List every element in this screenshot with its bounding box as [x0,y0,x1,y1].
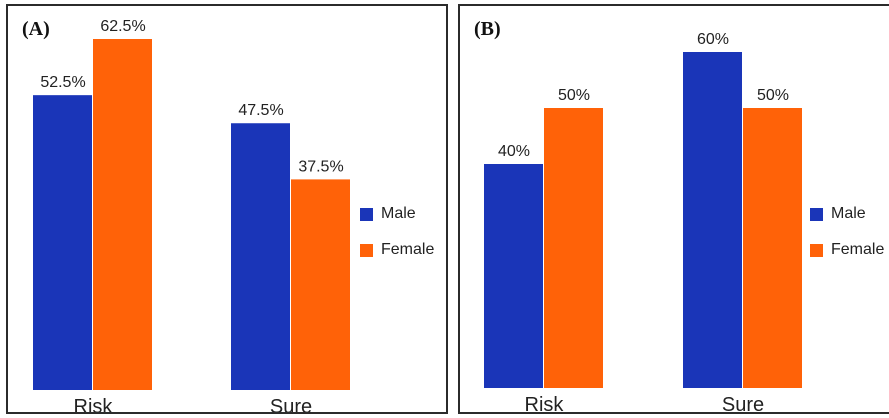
bar-female-risk [93,39,152,390]
bar-chart-b: 40% 50% Risk 60% 50% Sure [484,31,802,414]
legend-label-female: Female [381,241,435,258]
data-label-female-sure: 50% [757,87,789,104]
chart-panel-b: (B) 40% 50% Risk 60% 50% Sure Male Female [458,4,889,414]
category-label-sure: Sure [722,394,764,414]
legend-swatch-male [810,207,823,221]
legend-label-male: Male [831,205,866,222]
data-label-male-risk: 52.5% [40,74,85,91]
legend-swatch-male [360,207,373,221]
bar-male-risk [484,164,543,388]
legend-swatch-female [810,243,823,257]
bar-female-sure [743,108,802,388]
chart-panel-a: (A) 52.5% 62.5% Risk 47.5% 37.5% Sure Male Fe… [6,4,448,414]
category-label-risk: Risk [525,394,565,414]
data-label-female-sure: 37.5% [298,158,343,175]
legend-label-male: Male [381,205,416,222]
data-label-female-risk: 50% [558,87,590,104]
panel-label: (B) [474,18,501,40]
data-label-male-risk: 40% [498,143,530,160]
data-label-male-sure: 60% [697,31,729,48]
bar-female-risk [544,108,603,388]
legend-item-female: Female [810,240,884,260]
bar-male-risk [33,95,92,390]
legend-label-female: Female [831,241,885,258]
category-label-sure: Sure [270,396,312,414]
bar-male-sure [231,123,290,391]
legend-item-male: Male [360,204,434,224]
legend: Male Female [810,204,884,276]
legend-item-male: Male [810,204,884,224]
category-label-risk: Risk [74,396,114,414]
panel-label: (A) [22,18,50,40]
legend: Male Female [360,204,434,276]
bar-chart-a: 52.5% 62.5% Risk 47.5% 37.5% Sure [33,18,350,414]
data-label-male-sure: 47.5% [238,102,283,119]
bar-male-sure [683,52,742,388]
data-label-female-risk: 62.5% [100,18,145,35]
bar-female-sure [291,179,350,390]
legend-item-female: Female [360,240,434,260]
legend-swatch-female [360,243,373,257]
